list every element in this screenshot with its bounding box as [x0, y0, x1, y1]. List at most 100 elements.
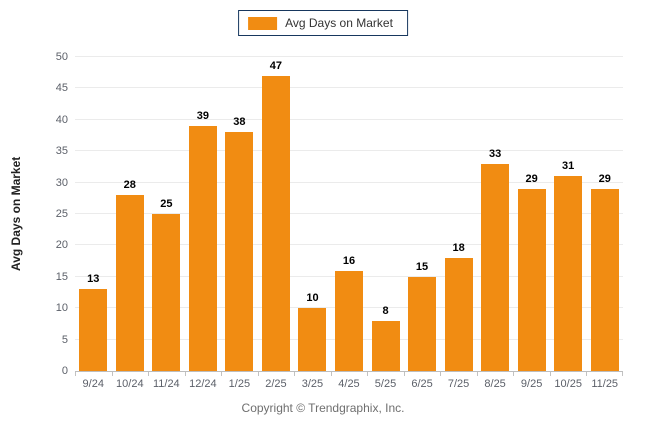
bar-value-label: 16	[342, 254, 356, 267]
bar-11/24	[152, 214, 181, 371]
bar-9/24	[79, 289, 108, 371]
bar-value-label: 29	[598, 172, 611, 185]
bar-value-label: 38	[233, 116, 246, 129]
bar-value-label: 47	[269, 59, 283, 72]
y-axis-tick-label: 5	[61, 333, 68, 346]
legend-swatch-icon	[248, 16, 278, 30]
x-tick-mark	[586, 372, 588, 376]
y-axis-tick-label: 20	[55, 239, 68, 252]
gridline	[75, 244, 623, 246]
bar-slot: 15	[404, 57, 441, 371]
x-tick-mark	[75, 372, 76, 376]
gridline	[75, 150, 623, 152]
y-axis-tick-labels: 0 5 10 15 20 25 30 35 40 45 50	[30, 51, 68, 377]
copyright-text: Copyright © Trendgraphix, Inc.	[241, 401, 405, 415]
x-tick-mark	[111, 372, 113, 376]
bar-value-label: 29	[525, 172, 538, 185]
legend[interactable]: Avg Days on Market	[238, 10, 408, 36]
x-tick-mark	[184, 372, 186, 376]
x-axis-tick-label: 11/25	[591, 378, 619, 390]
x-tick-mark	[257, 372, 259, 376]
y-axis-tick-label: 45	[55, 82, 68, 95]
bar-value-label: 10	[306, 292, 319, 305]
y-axis-tick-label: 50	[55, 51, 68, 63]
bar-value-label: 18	[452, 241, 465, 254]
x-tick-mark	[549, 372, 551, 376]
bar-3/25	[298, 308, 327, 371]
bar-slot: 47	[258, 57, 295, 371]
bar-slot: 10	[294, 57, 331, 371]
bar-value-label: 13	[87, 273, 100, 286]
bar-slot: 39	[185, 57, 222, 371]
x-axis-tick-label: 9/24	[82, 378, 104, 390]
x-axis-tick-label: 6/25	[411, 378, 433, 390]
bar-11/25	[590, 188, 619, 371]
x-tick-mark	[440, 372, 442, 376]
bar-slot: 16	[331, 57, 368, 371]
x-axis-tick-label: 8/25	[484, 378, 506, 390]
y-axis-tick-label: 40	[55, 113, 68, 126]
x-axis-tick-label: 11/24	[152, 378, 180, 390]
x-axis-tick-label: 9/25	[520, 378, 543, 390]
y-axis-title: Avg Days on Market	[9, 156, 23, 272]
bar-7/25	[444, 257, 473, 371]
bar-5/25	[371, 320, 400, 371]
bar-slot: 13	[75, 57, 112, 371]
x-axis-tick-label: 10/25	[554, 378, 582, 390]
bar-value-label: 25	[160, 198, 173, 210]
bar-1/25	[225, 132, 254, 371]
bar-slot: 29	[586, 57, 623, 371]
bar-10/25	[554, 176, 583, 371]
y-axis-tick-label: 25	[55, 208, 68, 220]
x-axis-tick-label: 1/25	[228, 378, 251, 390]
x-tick-mark	[221, 372, 223, 376]
bar-slot: 8	[367, 57, 404, 371]
bar-value-label: 31	[562, 160, 575, 173]
bar-12/24	[188, 126, 217, 371]
x-axis-tick-label: 2/25	[265, 378, 287, 390]
gridline	[75, 213, 623, 214]
x-tick-mark	[367, 372, 369, 376]
x-tick-mark	[403, 372, 405, 376]
x-tick-mark	[148, 372, 150, 376]
gridline	[75, 181, 623, 183]
x-axis-tick-label: 12/24	[189, 378, 217, 390]
gridline	[75, 118, 623, 120]
x-tick-mark	[622, 372, 623, 376]
x-axis-tick-label: 10/24	[116, 378, 144, 390]
bar-series: 13 28 25 39 38 47 10 16 8 15 18 33 29 31 29	[75, 57, 623, 371]
x-axis-ticks	[75, 372, 623, 377]
bar-2/25	[261, 75, 290, 371]
bar-10/24	[115, 195, 144, 371]
gridline	[75, 56, 623, 57]
legend-label: Avg Days on Market	[285, 16, 393, 30]
y-axis-tick-label: 15	[55, 270, 68, 283]
bar-4/25	[334, 270, 363, 371]
bar-6/25	[408, 276, 437, 371]
bar-8/25	[481, 163, 510, 371]
x-tick-mark	[476, 372, 478, 376]
x-axis-tick-label: 5/25	[374, 378, 397, 390]
y-axis-tick-label: 0	[61, 365, 68, 377]
x-tick-mark	[294, 372, 296, 376]
bar-slot: 25	[148, 57, 185, 371]
bar-value-label: 39	[196, 110, 209, 123]
y-axis-tick-label: 30	[55, 176, 68, 189]
bar-value-label: 8	[382, 304, 389, 317]
x-tick-mark	[330, 372, 332, 376]
bar-value-label: 28	[123, 179, 136, 192]
y-axis-tick-label: 35	[55, 145, 68, 158]
x-axis-tick-labels: 9/24 10/24 11/24 12/24 1/25 2/25 3/25 4/25 5/25 6…	[75, 378, 623, 390]
bar-slot: 31	[550, 57, 587, 371]
bar-slot: 29	[513, 57, 550, 371]
x-axis-tick-label: 7/25	[447, 378, 470, 390]
x-axis-tick-label: 3/25	[301, 378, 324, 390]
bar-slot: 18	[440, 57, 477, 371]
bar-slot: 38	[221, 57, 258, 371]
bar-value-label: 33	[488, 147, 502, 160]
y-axis-tick-label: 10	[55, 302, 68, 315]
x-axis-tick-label: 4/25	[338, 378, 360, 390]
gridline	[75, 87, 623, 89]
bar-9/25	[517, 188, 546, 371]
